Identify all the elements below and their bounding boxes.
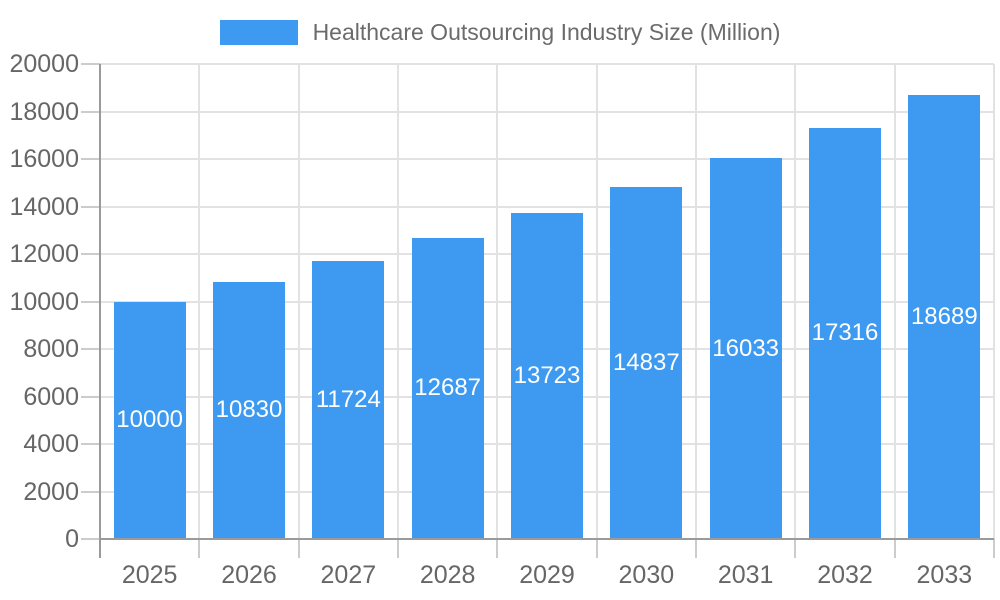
y-axis-tick [81,443,100,445]
x-axis-tick [397,539,399,558]
bar[interactable] [113,301,186,539]
y-axis-tick [81,253,100,255]
x-axis-tick-label: 2028 [419,561,476,589]
x-axis-tick [993,539,995,558]
legend-label: Healthcare Outsourcing Industry Size (Mi… [312,19,781,45]
x-axis-tick [198,539,201,558]
gridline-horizontal [100,110,994,113]
x-axis-tick [794,539,797,558]
gridline-vertical [496,64,499,539]
y-axis-tick-label: 6000 [23,382,79,411]
y-axis-tick [81,110,100,113]
y-axis-tick-label: 10000 [9,287,79,316]
x-axis-tick-label: 2032 [817,561,873,589]
y-axis-tick [81,490,100,493]
y-axis-tick-label: 20000 [9,50,79,78]
gridline-vertical [595,64,598,539]
x-axis-tick-label: 2029 [519,561,575,589]
legend-item[interactable]: Healthcare Outsourcing Industry Size (Mi… [0,14,1000,51]
gridline-vertical [198,64,201,539]
gridline-vertical [695,64,697,539]
bar[interactable] [709,158,782,539]
y-axis-tick-label: 12000 [9,240,79,268]
y-axis-tick-label: 0 [65,525,79,553]
x-axis-tick [695,539,697,558]
bar[interactable] [511,213,583,539]
x-axis-tick-label: 2030 [618,561,675,589]
x-axis-tick-label: 2026 [221,561,277,589]
x-axis-tick [595,539,598,558]
y-axis-tick-label: 16000 [9,145,79,173]
gridline-horizontal [100,63,994,65]
y-axis-tick [81,348,100,350]
x-axis-tick-label: 2025 [121,561,178,589]
gridline-vertical [794,64,797,539]
y-axis-tick-label: 4000 [23,430,79,458]
y-axis-tick [81,395,100,398]
x-axis-tick-label: 2031 [717,561,774,589]
x-axis-tick [893,539,896,558]
x-axis-line [99,538,994,540]
y-axis-tick [81,63,100,65]
x-axis-tick [496,539,499,558]
legend-color-swatch [219,20,298,45]
gridline-horizontal [100,158,994,160]
gridline-horizontal [100,205,994,208]
gridline-vertical [893,64,896,539]
bar[interactable] [908,95,981,539]
y-axis-tick [81,300,100,303]
y-axis-line [99,64,101,558]
x-axis-tick-label: 2027 [320,561,377,589]
y-axis-tick [81,158,100,160]
y-axis-tick [81,205,100,208]
gridline-vertical [397,64,399,539]
y-axis-tick [81,538,100,540]
bar[interactable] [213,281,285,539]
gridline-vertical [297,64,300,539]
y-axis-tick-label: 18000 [9,97,79,126]
gridline-vertical [993,64,995,539]
y-axis-tick-label: 2000 [23,477,79,506]
bar[interactable] [411,237,484,539]
y-axis-tick-label: 14000 [9,192,79,221]
bar[interactable] [610,186,683,539]
bar[interactable] [312,260,385,539]
y-axis-tick-label: 8000 [23,335,79,363]
bar[interactable] [809,127,881,539]
x-axis-tick [297,539,300,558]
x-axis-tick-label: 2033 [916,561,973,589]
